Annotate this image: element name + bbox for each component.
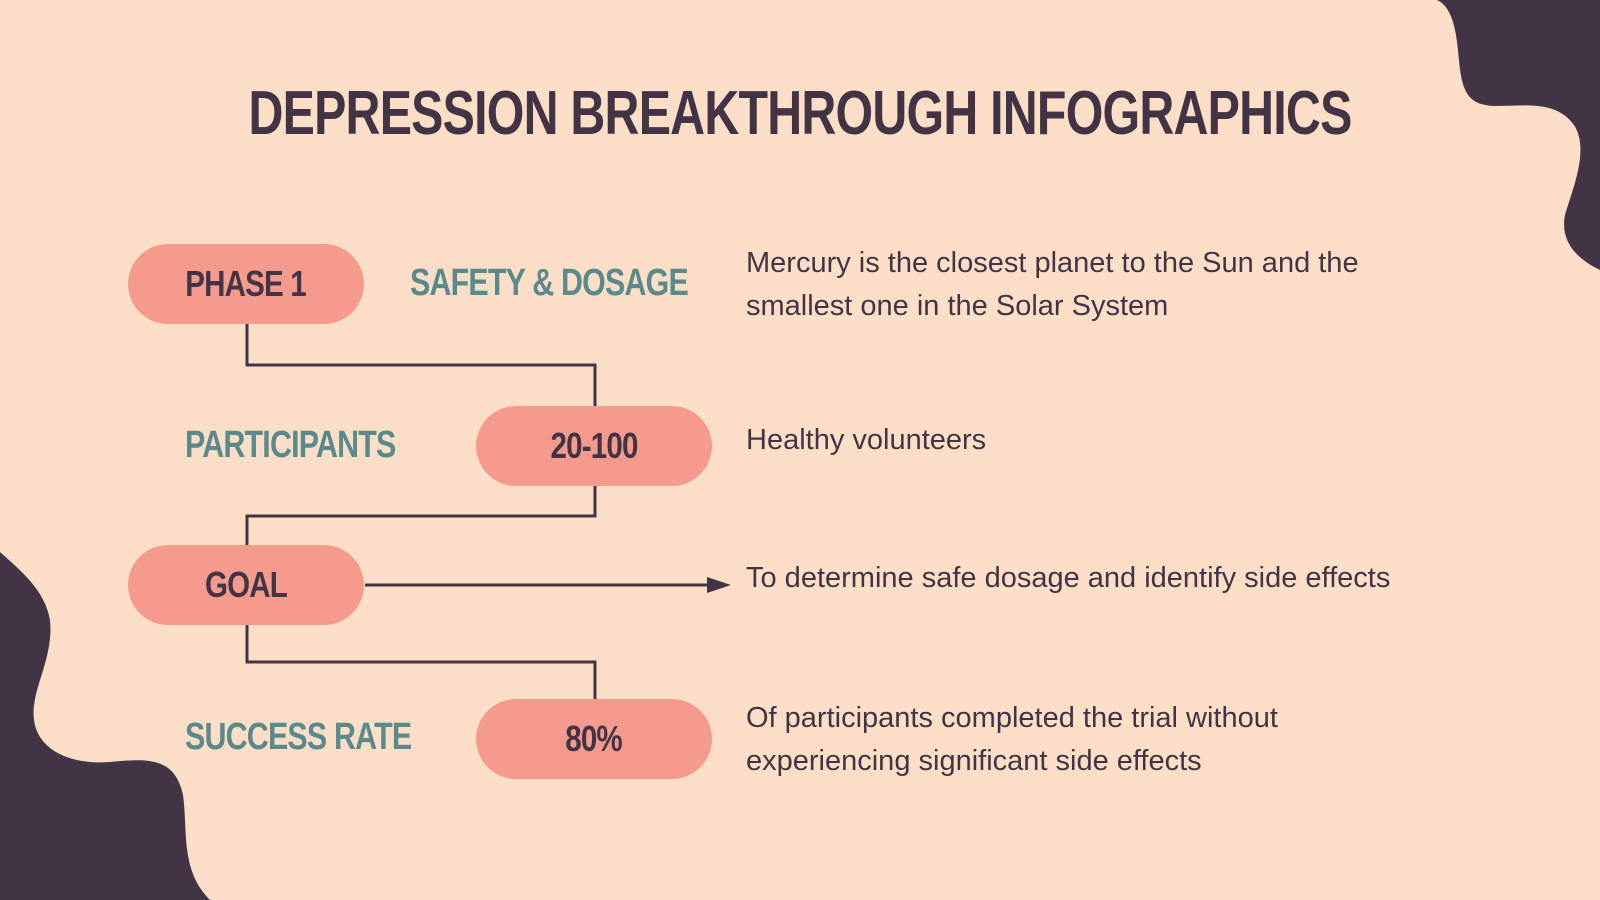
pill-goal-text: GOAL bbox=[205, 564, 288, 605]
pill-participants-count: 20-100 bbox=[476, 406, 712, 486]
description-goal: To determine safe dosage and identify si… bbox=[746, 557, 1390, 600]
description-line: smallest one in the Solar System bbox=[746, 290, 1169, 322]
arrowhead-icon bbox=[707, 577, 731, 593]
connector-participants-to-goal bbox=[245, 486, 597, 545]
description-participants: Healthy volunteers bbox=[746, 419, 986, 462]
connector-goal-to-success bbox=[245, 624, 597, 700]
description-success-rate: Of participants completed the trial with… bbox=[746, 697, 1278, 783]
description-line: Healthy volunteers bbox=[746, 424, 987, 456]
label-success-rate: SUCCESS RATE bbox=[185, 716, 412, 758]
description-line: Mercury is the closest planet to the Sun… bbox=[746, 247, 1359, 279]
description-line: Of participants completed the trial with… bbox=[746, 702, 1278, 734]
pill-goal: GOAL bbox=[128, 545, 364, 625]
connector-phase-to-participants bbox=[245, 324, 597, 407]
description-line: To determine safe dosage and identify si… bbox=[746, 562, 1391, 594]
pill-phase-1-text: PHASE 1 bbox=[185, 263, 307, 304]
description-line: experiencing significant side effects bbox=[746, 745, 1202, 777]
pill-phase-1: PHASE 1 bbox=[128, 244, 364, 324]
page-title: DEPRESSION BREAKTHROUGH INFOGRAPHICS bbox=[248, 79, 1352, 148]
pill-success-rate-text: 80% bbox=[565, 718, 623, 759]
label-participants: PARTICIPANTS bbox=[185, 424, 396, 466]
pill-participants-count-text: 20-100 bbox=[550, 425, 638, 466]
pill-success-rate: 80% bbox=[476, 699, 712, 779]
label-safety-dosage: SAFETY & DOSAGE bbox=[410, 262, 689, 304]
description-phase-1: Mercury is the closest planet to the Sun… bbox=[746, 242, 1359, 328]
